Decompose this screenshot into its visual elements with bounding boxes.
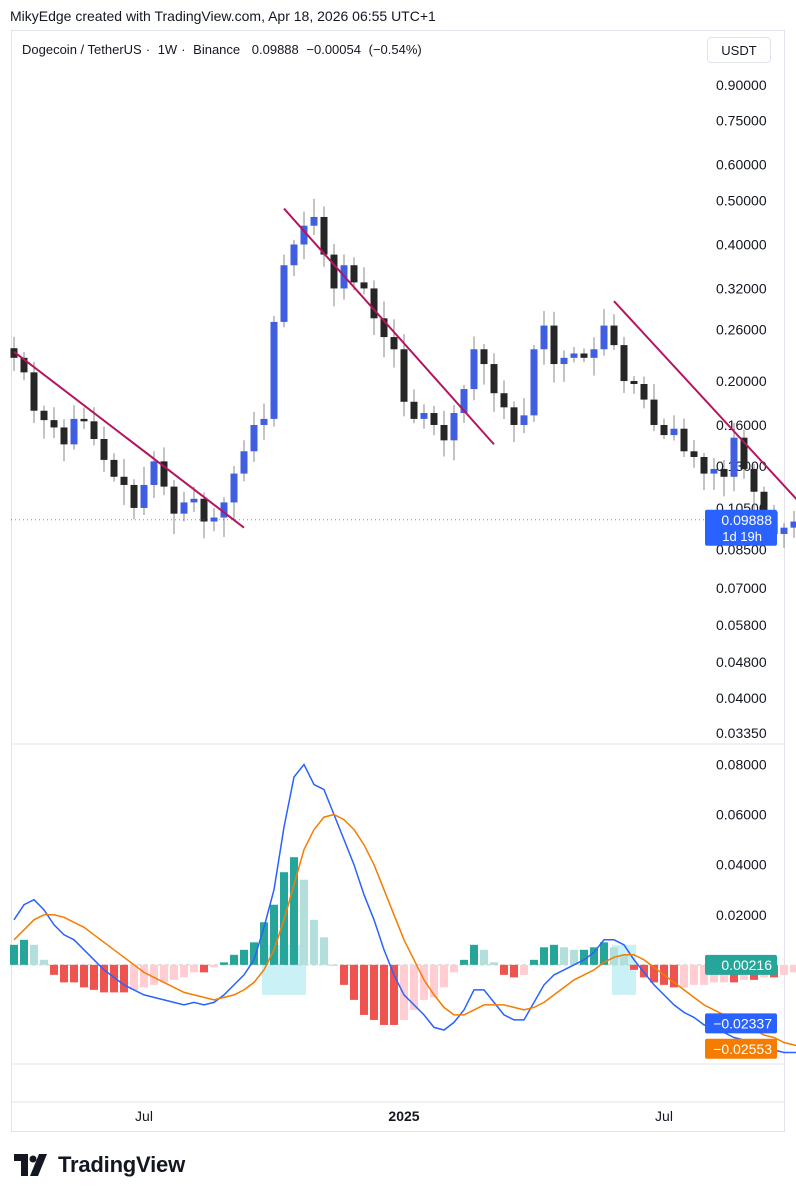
symbol-change-pct: (−0.54%) bbox=[368, 42, 422, 57]
chart-frame[interactable] bbox=[11, 30, 785, 1132]
symbol-name[interactable]: Dogecoin / TetherUS bbox=[22, 42, 142, 57]
symbol-exchange: Binance bbox=[193, 42, 241, 57]
symbol-price: 0.09888 bbox=[251, 42, 299, 57]
tradingview-logo-icon bbox=[14, 1154, 47, 1176]
candle-body bbox=[790, 521, 796, 528]
attribution-text: MikyEdge created with TradingView.com, A… bbox=[10, 8, 436, 24]
currency-button[interactable]: USDT bbox=[707, 37, 771, 63]
brand-name: TradingView bbox=[58, 1152, 185, 1177]
tradingview-logo: TradingView bbox=[14, 1152, 185, 1178]
symbol-interval[interactable]: 1W bbox=[157, 42, 178, 57]
histogram-bar bbox=[790, 964, 796, 973]
symbol-change: −0.00054 bbox=[306, 42, 361, 57]
symbol-legend: Dogecoin / TetherUS · 1W · Binance 0.09888… bbox=[22, 42, 422, 57]
